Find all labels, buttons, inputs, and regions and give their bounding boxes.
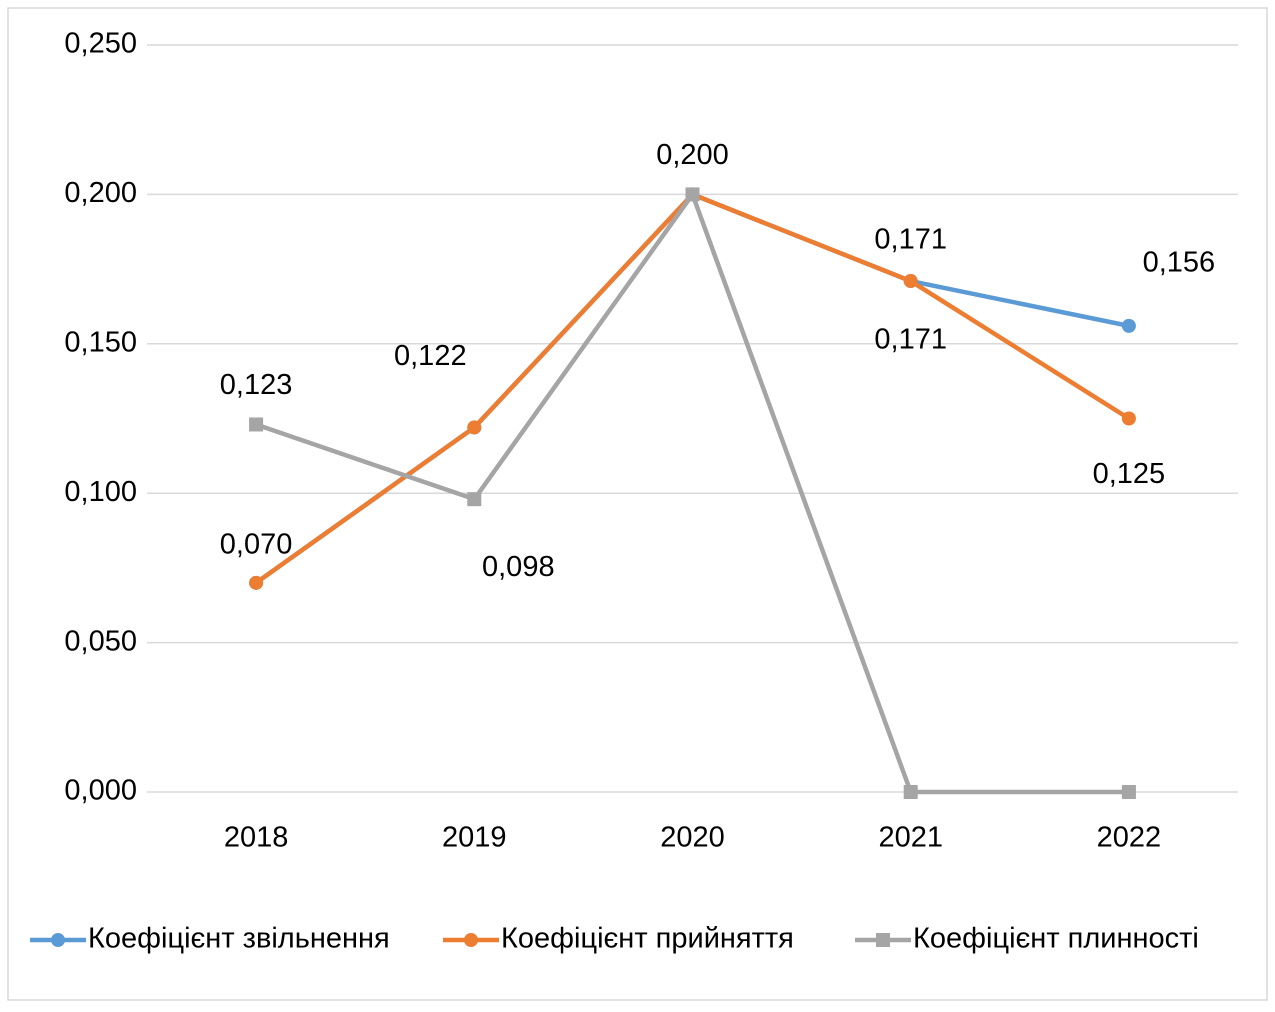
x-tick-label: 2020 bbox=[660, 822, 725, 854]
y-tick-label: 0,100 bbox=[64, 476, 137, 508]
data-label: 0,200 bbox=[656, 139, 729, 171]
legend-marker bbox=[876, 933, 890, 947]
data-point bbox=[249, 417, 264, 432]
y-tick-label: 0,150 bbox=[64, 326, 137, 358]
y-tick-label: 0,000 bbox=[64, 775, 137, 807]
data-label: 0,171 bbox=[874, 224, 947, 256]
y-tick-label: 0,250 bbox=[64, 28, 137, 60]
legend-label: Коефіцієнт прийняття bbox=[501, 923, 794, 955]
data-label: 0,171 bbox=[874, 324, 947, 356]
x-tick-label: 2022 bbox=[1097, 822, 1162, 854]
data-label: 0,098 bbox=[482, 551, 555, 583]
data-point bbox=[1121, 411, 1136, 426]
legend-label: Коефіцієнт звільнення bbox=[88, 923, 390, 955]
data-point bbox=[685, 187, 700, 202]
data-label: 0,156 bbox=[1143, 247, 1216, 279]
data-point bbox=[1121, 318, 1136, 333]
x-tick-label: 2018 bbox=[224, 822, 289, 854]
data-point bbox=[903, 785, 918, 799]
y-tick-label: 0,200 bbox=[64, 177, 137, 209]
x-tick-label: 2021 bbox=[878, 822, 943, 854]
data-label: 0,125 bbox=[1093, 458, 1166, 490]
data-point bbox=[467, 420, 482, 435]
data-point bbox=[1121, 785, 1136, 799]
chart-border bbox=[7, 7, 1268, 1001]
x-tick-label: 2019 bbox=[442, 822, 507, 854]
data-point bbox=[249, 575, 264, 590]
data-point bbox=[903, 274, 918, 289]
data-label: 0,123 bbox=[220, 369, 293, 401]
data-label: 0,122 bbox=[394, 340, 467, 372]
legend-marker bbox=[51, 933, 65, 947]
legend-marker bbox=[464, 933, 478, 947]
y-tick-label: 0,050 bbox=[64, 625, 137, 657]
legend-label: Коефіцієнт плинності bbox=[913, 923, 1199, 955]
data-point bbox=[467, 492, 482, 507]
data-label: 0,070 bbox=[220, 528, 293, 560]
